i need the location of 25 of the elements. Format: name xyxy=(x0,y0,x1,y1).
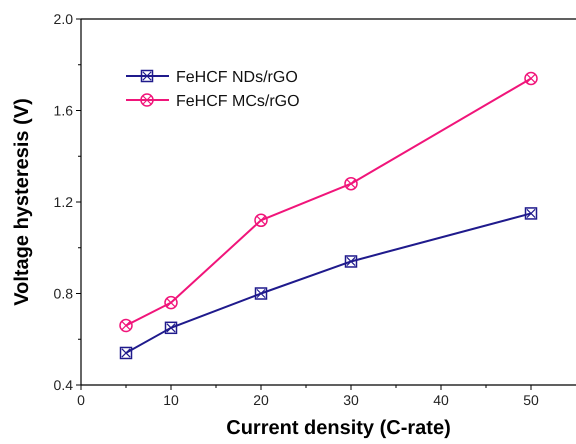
y-tick-label: 1.6 xyxy=(54,102,74,118)
x-tick-label: 20 xyxy=(253,392,269,408)
legend-label: FeHCF MCs/rGO xyxy=(176,93,300,110)
point xyxy=(254,287,268,300)
point xyxy=(254,214,268,228)
x-tick-label: 40 xyxy=(433,392,449,408)
x-axis-title: Current density (C-rate) xyxy=(226,417,451,439)
x-tick-label: 10 xyxy=(163,392,179,408)
point xyxy=(120,346,132,360)
point xyxy=(344,176,358,190)
y-axis-title: Voltage hysteresis (V) xyxy=(11,98,33,306)
point xyxy=(164,322,178,334)
y-tick-label: 0.8 xyxy=(54,286,74,302)
legend-label: FeHCF NDs/rGO xyxy=(176,69,298,86)
point xyxy=(119,318,133,332)
point xyxy=(164,296,178,310)
x-tick-label: 50 xyxy=(523,392,539,408)
y-tick-label: 1.2 xyxy=(54,194,74,210)
y-tick-label: 2.0 xyxy=(54,11,74,27)
y-tick-label: 0.4 xyxy=(54,377,74,393)
point xyxy=(524,72,538,86)
x-tick-label: 0 xyxy=(77,392,86,408)
point xyxy=(524,207,538,220)
x-tick-label: 30 xyxy=(343,392,359,408)
point xyxy=(344,255,358,268)
